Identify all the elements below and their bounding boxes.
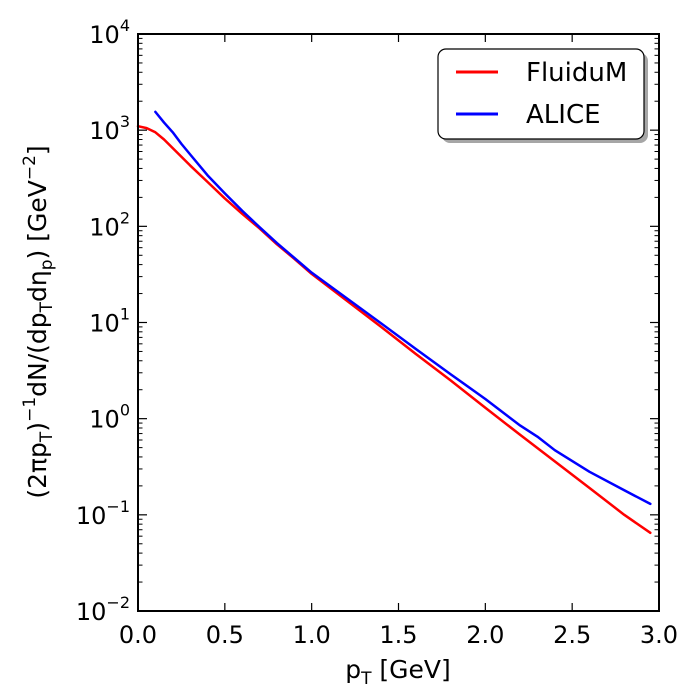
y-tick-label: 10−2 — [76, 593, 130, 626]
series-line-alice — [154, 110, 652, 506]
y-tick-label: 100 — [89, 401, 130, 434]
y-tick-label: 10−1 — [76, 497, 130, 530]
x-tick-label: 1.5 — [379, 621, 417, 649]
x-tick-label: 0.5 — [206, 621, 244, 649]
legend-label-fluidum: FluiduM — [526, 58, 627, 88]
x-tick-label: 0.0 — [119, 621, 157, 649]
y-tick-label: 103 — [89, 112, 130, 145]
y-axis: 10−2 10−1 100 101 102 103 104 — [76, 16, 659, 626]
x-axis-label: pT [GeV] — [345, 655, 451, 689]
x-tick-label: 2.0 — [466, 621, 504, 649]
y-tick-label: 102 — [89, 208, 130, 241]
legend-label-alice: ALICE — [526, 100, 601, 130]
x-tick-label: 3.0 — [640, 621, 678, 649]
plot-frame — [137, 33, 660, 612]
legend: FluiduM ALICE — [437, 48, 648, 143]
x-axis: 0.0 0.5 1.0 1.5 2.0 2.5 3.0 — [119, 34, 678, 649]
x-axis-label-sub: T — [360, 669, 372, 689]
x-tick-label: 1.0 — [293, 621, 331, 649]
x-tick-label: 2.5 — [553, 621, 591, 649]
x-axis-label-p: p — [345, 655, 361, 684]
x-axis-label-unit: [GeV] — [371, 655, 450, 684]
series-line-fluidum — [136, 124, 652, 535]
y-axis-label: (2πpT)−1dN/(dpTdηp) [GeV−2] — [20, 145, 57, 498]
y-tick-label: 101 — [89, 305, 130, 338]
y-tick-label: 104 — [89, 16, 130, 49]
plot-area — [136, 110, 652, 535]
